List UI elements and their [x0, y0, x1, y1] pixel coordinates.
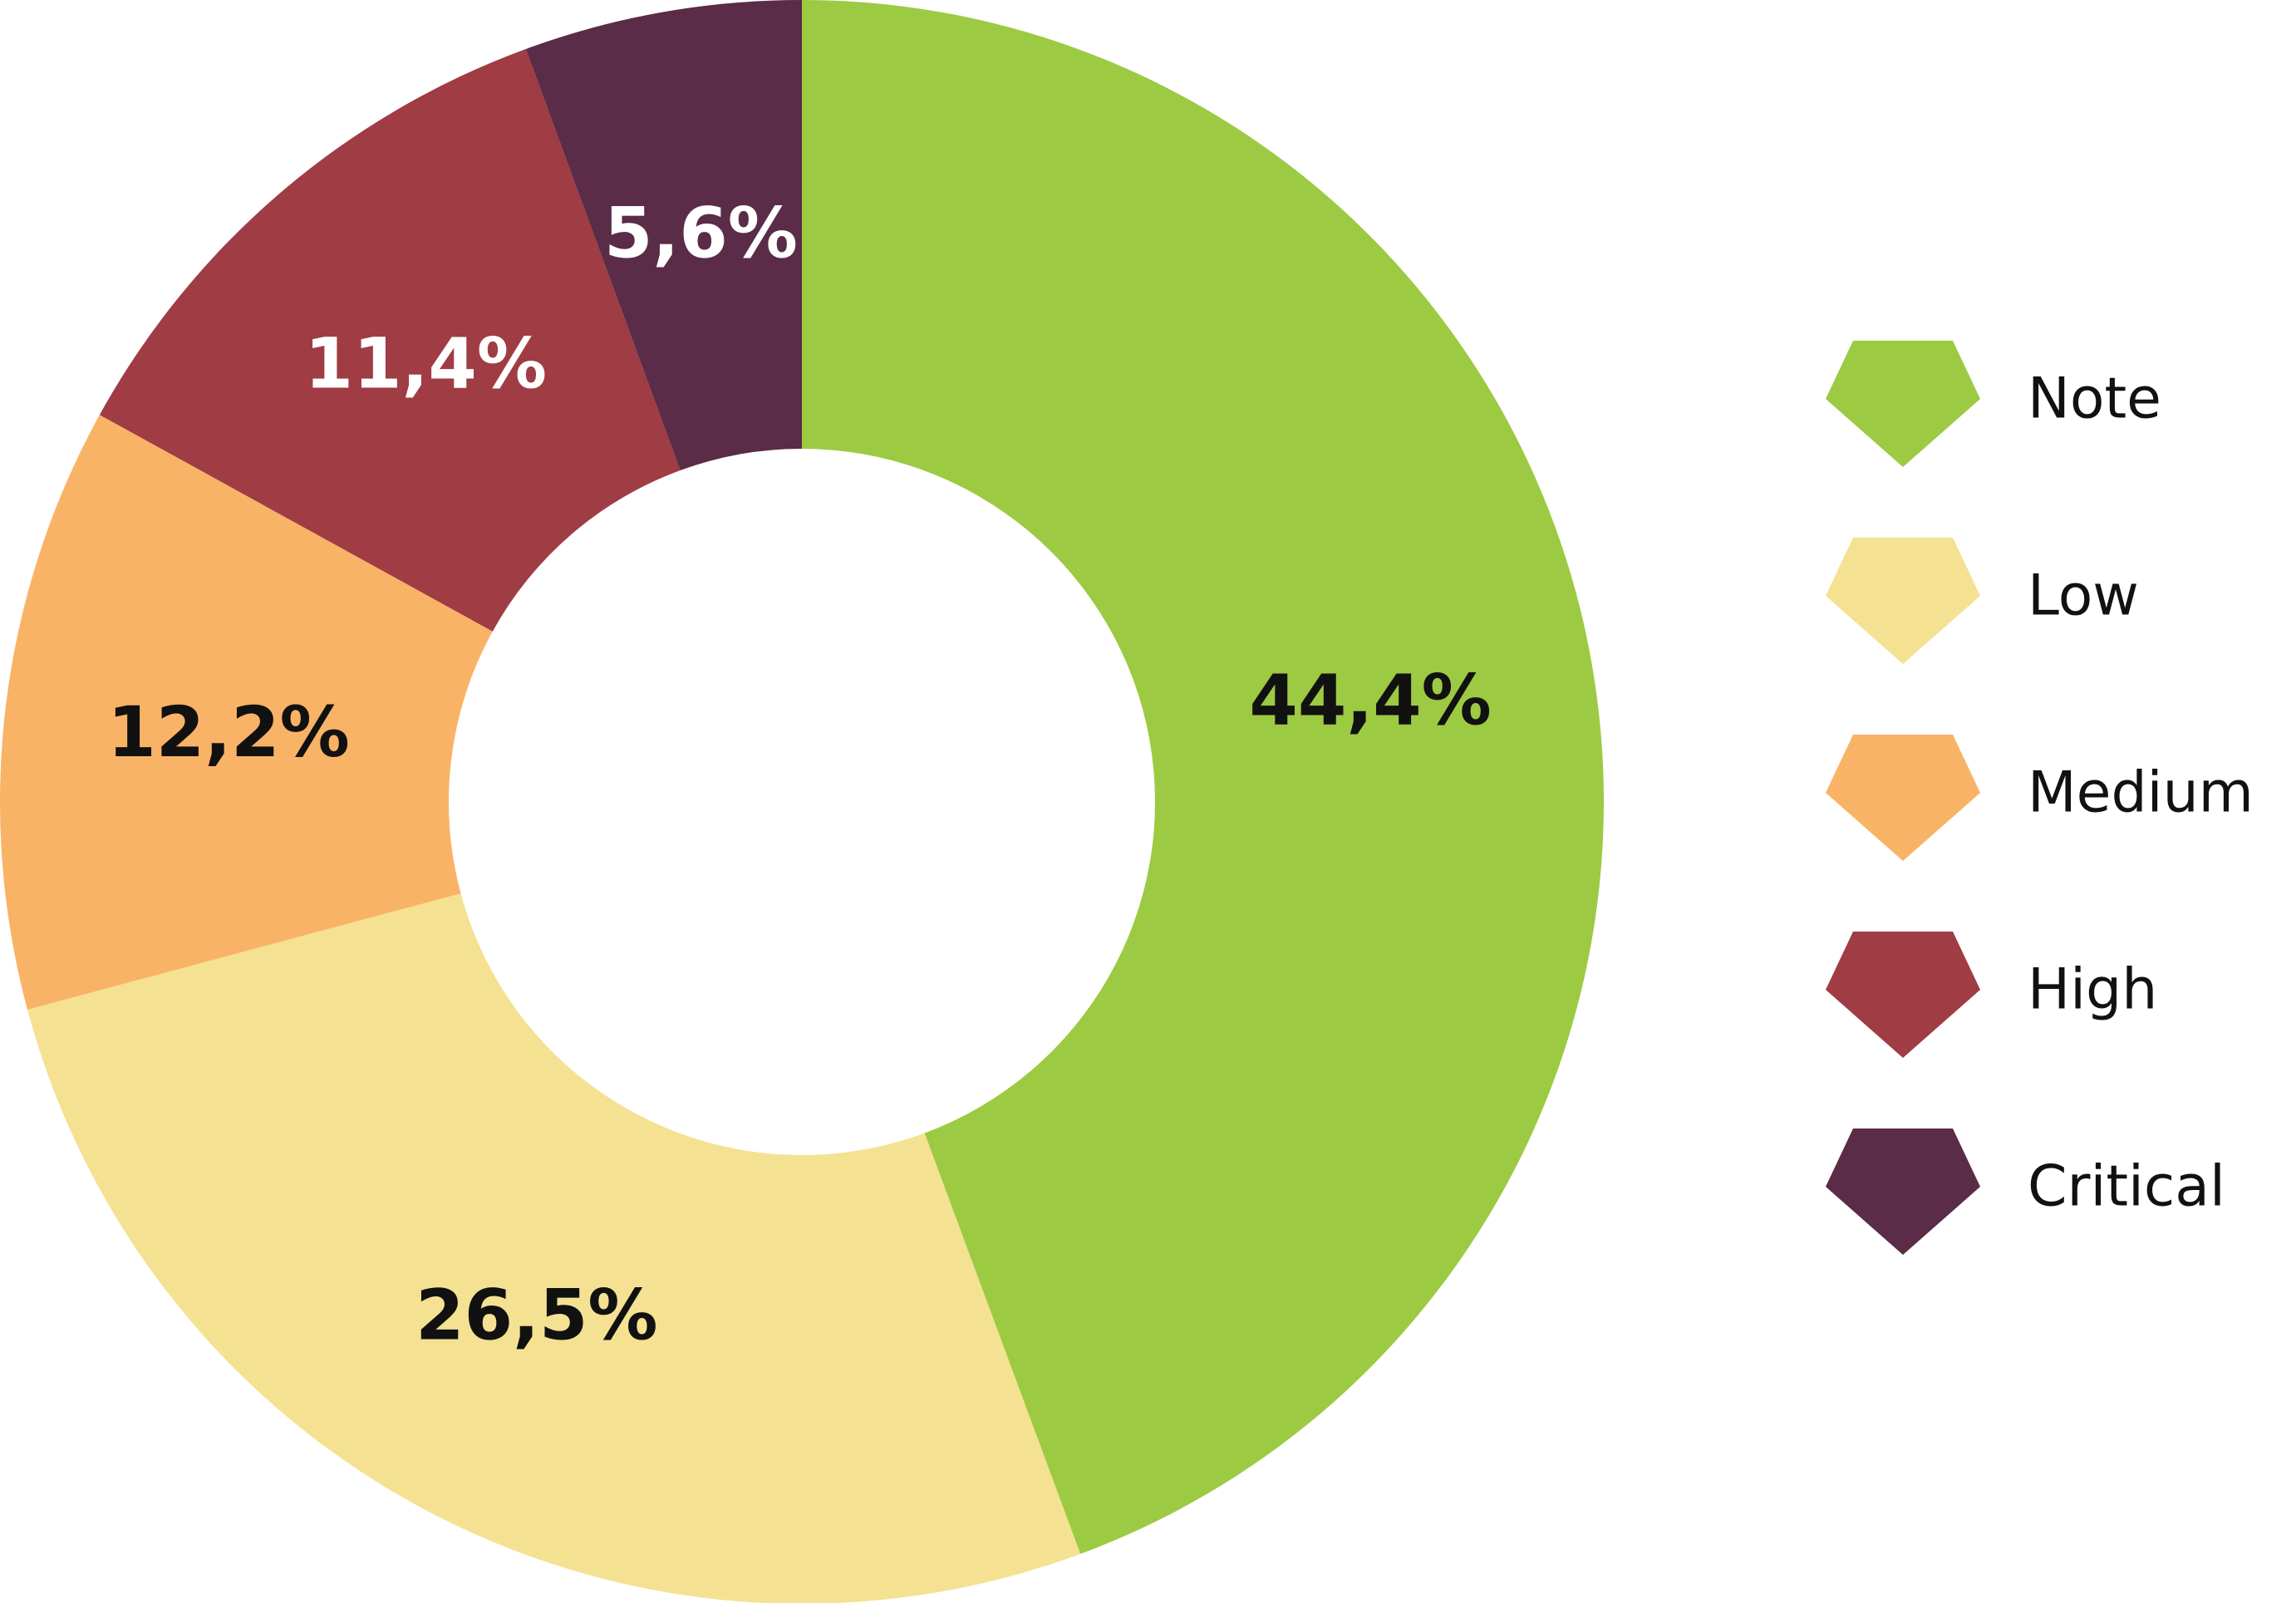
slice-critical: [525, 0, 802, 470]
slice-low: [27, 893, 1081, 1603]
slice-label-high: 11,4%: [305, 323, 547, 405]
slice-label-note: 44,4%: [1249, 659, 1491, 740]
legend-item-note: Note: [1826, 341, 2161, 467]
slice-labels: 44,4% 26,5% 12,2% 11,4% 5,6%: [107, 193, 1491, 1356]
legend-marker-low: [1826, 538, 1980, 664]
legend-item-low: Low: [1826, 538, 2139, 664]
slice-medium: [0, 415, 493, 1010]
legend-item-high: High: [1826, 932, 2157, 1058]
legend-label-high: High: [2028, 957, 2157, 1023]
slice-note: [802, 0, 1604, 1554]
slice-high: [99, 49, 681, 632]
legend-marker-high: [1826, 932, 1980, 1058]
legend-label-critical: Critical: [2028, 1154, 2225, 1220]
slice-label-medium: 12,2%: [107, 691, 349, 773]
legend-marker-critical: [1826, 1128, 1980, 1255]
legend-item-critical: Critical: [1826, 1128, 2225, 1255]
legend-marker-note: [1826, 341, 1980, 467]
slice-label-critical: 5,6%: [604, 193, 798, 274]
legend-item-medium: Medium: [1826, 735, 2254, 861]
legend-marker-medium: [1826, 735, 1980, 861]
legend-label-note: Note: [2028, 366, 2161, 432]
legend: Note Low Medium High Critical: [1826, 341, 2254, 1255]
slice-label-low: 26,5%: [415, 1274, 657, 1355]
legend-label-medium: Medium: [2028, 760, 2254, 826]
donut-slices: [0, 0, 1604, 1603]
legend-label-low: Low: [2028, 563, 2139, 629]
